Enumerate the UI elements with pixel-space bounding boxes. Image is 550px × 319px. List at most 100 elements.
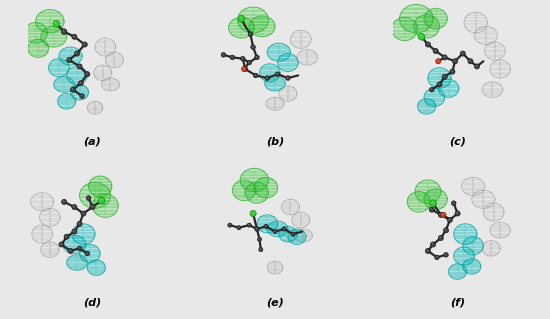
Ellipse shape	[80, 94, 85, 98]
Ellipse shape	[245, 182, 268, 203]
Ellipse shape	[264, 224, 268, 229]
Ellipse shape	[442, 214, 443, 215]
Ellipse shape	[243, 68, 244, 69]
Ellipse shape	[420, 35, 422, 37]
Ellipse shape	[449, 264, 466, 279]
Ellipse shape	[265, 75, 285, 91]
Ellipse shape	[238, 15, 245, 22]
Ellipse shape	[230, 55, 235, 60]
Ellipse shape	[243, 67, 248, 72]
Ellipse shape	[254, 74, 256, 75]
Ellipse shape	[77, 221, 82, 226]
Ellipse shape	[437, 82, 442, 87]
Ellipse shape	[291, 232, 295, 237]
Ellipse shape	[73, 230, 74, 231]
Ellipse shape	[469, 60, 471, 61]
Ellipse shape	[91, 206, 92, 207]
Ellipse shape	[77, 246, 82, 251]
Ellipse shape	[78, 223, 80, 224]
Ellipse shape	[62, 199, 67, 204]
Ellipse shape	[468, 59, 474, 64]
Ellipse shape	[80, 94, 85, 99]
Ellipse shape	[439, 237, 441, 238]
Ellipse shape	[278, 54, 298, 71]
Ellipse shape	[451, 70, 453, 71]
Ellipse shape	[434, 50, 436, 51]
Ellipse shape	[229, 17, 254, 38]
Ellipse shape	[476, 65, 477, 66]
Ellipse shape	[429, 207, 435, 213]
Ellipse shape	[438, 212, 443, 217]
Ellipse shape	[240, 17, 241, 19]
Ellipse shape	[72, 224, 95, 244]
Ellipse shape	[431, 242, 436, 247]
Ellipse shape	[418, 33, 426, 41]
Ellipse shape	[229, 224, 230, 225]
Ellipse shape	[64, 234, 70, 240]
Ellipse shape	[65, 235, 67, 237]
Ellipse shape	[455, 211, 460, 216]
Ellipse shape	[251, 45, 256, 50]
Ellipse shape	[222, 54, 223, 55]
Ellipse shape	[430, 200, 436, 206]
Ellipse shape	[439, 214, 441, 215]
Ellipse shape	[257, 237, 262, 242]
Ellipse shape	[424, 8, 447, 29]
Ellipse shape	[443, 228, 449, 234]
Ellipse shape	[425, 248, 431, 254]
Ellipse shape	[438, 79, 459, 97]
Ellipse shape	[63, 201, 64, 202]
Ellipse shape	[453, 59, 458, 64]
Ellipse shape	[86, 252, 87, 253]
Ellipse shape	[28, 39, 48, 57]
Ellipse shape	[292, 233, 293, 234]
Ellipse shape	[456, 212, 458, 213]
Ellipse shape	[67, 57, 72, 63]
Ellipse shape	[77, 64, 82, 70]
Ellipse shape	[463, 237, 483, 255]
Ellipse shape	[75, 52, 77, 53]
Ellipse shape	[453, 59, 458, 64]
Ellipse shape	[54, 77, 74, 92]
Text: (b): (b)	[266, 136, 284, 146]
Ellipse shape	[288, 229, 306, 244]
Ellipse shape	[241, 66, 247, 72]
Ellipse shape	[276, 73, 278, 74]
Ellipse shape	[438, 235, 444, 241]
Ellipse shape	[254, 177, 278, 198]
Ellipse shape	[72, 204, 77, 210]
Ellipse shape	[72, 229, 77, 234]
Ellipse shape	[450, 69, 455, 75]
Ellipse shape	[82, 42, 87, 47]
Ellipse shape	[68, 248, 74, 254]
Ellipse shape	[82, 42, 88, 48]
Ellipse shape	[98, 197, 105, 204]
Ellipse shape	[247, 60, 251, 65]
Ellipse shape	[80, 244, 100, 263]
Ellipse shape	[454, 247, 474, 265]
Ellipse shape	[260, 64, 280, 82]
Ellipse shape	[436, 59, 441, 64]
Ellipse shape	[240, 168, 268, 191]
Ellipse shape	[240, 56, 245, 62]
Ellipse shape	[275, 72, 280, 77]
Ellipse shape	[61, 29, 67, 34]
Ellipse shape	[285, 76, 291, 81]
Ellipse shape	[434, 255, 439, 260]
Ellipse shape	[79, 82, 81, 83]
Ellipse shape	[90, 204, 95, 210]
Ellipse shape	[62, 199, 67, 205]
Ellipse shape	[474, 64, 480, 69]
Ellipse shape	[87, 260, 106, 275]
Ellipse shape	[36, 10, 64, 33]
Ellipse shape	[444, 252, 449, 257]
Ellipse shape	[437, 82, 443, 88]
Ellipse shape	[251, 212, 253, 213]
Ellipse shape	[248, 32, 253, 37]
Ellipse shape	[430, 208, 432, 210]
Ellipse shape	[78, 65, 80, 66]
Ellipse shape	[282, 227, 287, 232]
Ellipse shape	[444, 229, 446, 230]
Ellipse shape	[255, 55, 260, 60]
Ellipse shape	[267, 43, 290, 61]
